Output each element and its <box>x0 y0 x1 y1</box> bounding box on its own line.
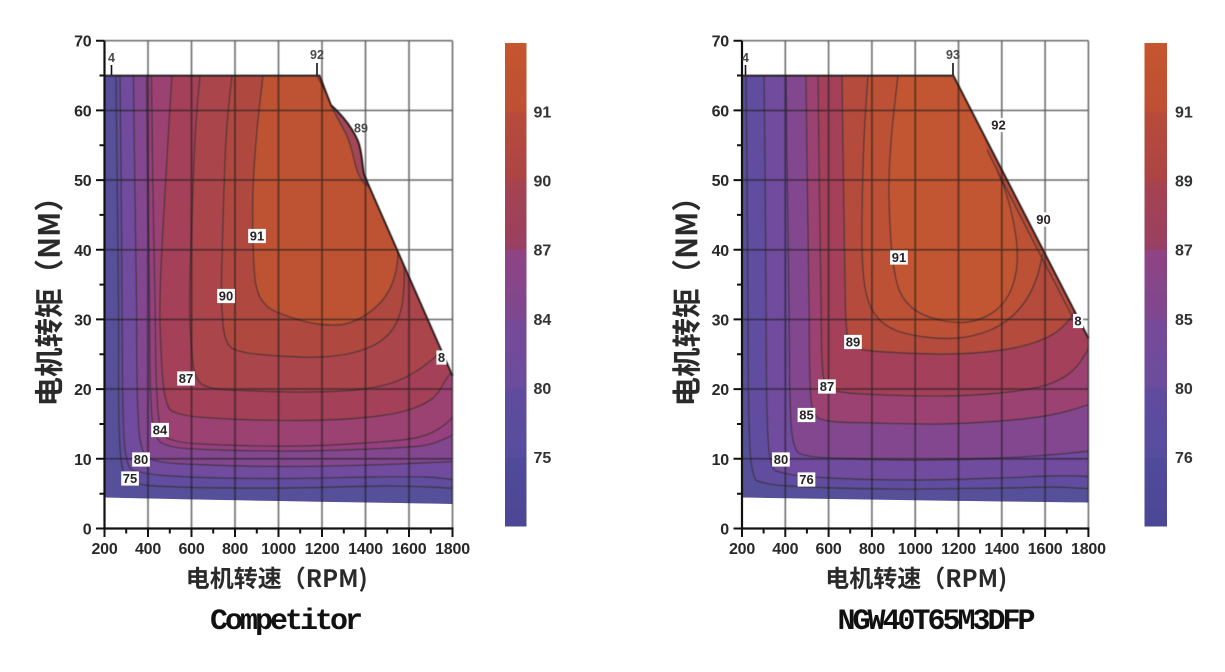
svg-text:1000: 1000 <box>898 541 933 558</box>
svg-text:93: 93 <box>946 48 960 62</box>
svg-text:91: 91 <box>250 229 264 244</box>
svg-text:70: 70 <box>74 34 92 51</box>
svg-text:76: 76 <box>1175 450 1193 467</box>
svg-text:87: 87 <box>534 243 552 260</box>
svg-text:4: 4 <box>742 51 749 65</box>
svg-text:Competitor: Competitor <box>210 605 361 639</box>
svg-text:90: 90 <box>1036 212 1050 227</box>
svg-text:85: 85 <box>799 408 813 423</box>
svg-text:800: 800 <box>222 541 248 558</box>
svg-text:90: 90 <box>219 289 233 304</box>
svg-text:60: 60 <box>712 103 730 120</box>
svg-text:80: 80 <box>1175 381 1193 398</box>
svg-text:20: 20 <box>74 382 92 399</box>
svg-text:80: 80 <box>774 452 788 467</box>
svg-text:80: 80 <box>534 381 552 398</box>
svg-text:92: 92 <box>310 48 324 62</box>
svg-text:70: 70 <box>712 34 730 51</box>
svg-text:90: 90 <box>534 174 552 191</box>
svg-text:0: 0 <box>83 522 92 539</box>
svg-text:40: 40 <box>74 243 92 260</box>
svg-text:84: 84 <box>534 312 552 329</box>
svg-text:1800: 1800 <box>1071 541 1106 558</box>
svg-text:200: 200 <box>91 541 117 558</box>
svg-text:10: 10 <box>74 452 92 469</box>
svg-text:87: 87 <box>179 371 193 386</box>
svg-text:800: 800 <box>859 541 885 558</box>
svg-text:60: 60 <box>74 103 92 120</box>
svg-text:85: 85 <box>1175 312 1193 329</box>
svg-text:1000: 1000 <box>261 541 296 558</box>
svg-text:200: 200 <box>729 541 755 558</box>
svg-text:NGW40T65M3DFP: NGW40T65M3DFP <box>837 605 1034 639</box>
svg-text:4: 4 <box>108 51 115 65</box>
svg-text:76: 76 <box>799 472 813 487</box>
svg-text:8: 8 <box>1074 314 1081 329</box>
svg-text:91: 91 <box>534 105 552 122</box>
svg-text:80: 80 <box>134 452 148 467</box>
svg-text:1600: 1600 <box>1028 541 1063 558</box>
svg-text:89: 89 <box>846 335 860 350</box>
svg-text:50: 50 <box>74 173 92 190</box>
svg-text:10: 10 <box>712 452 730 469</box>
svg-text:75: 75 <box>123 471 137 486</box>
svg-text:87: 87 <box>1175 243 1193 260</box>
svg-text:75: 75 <box>534 450 552 467</box>
svg-text:89: 89 <box>354 122 368 136</box>
svg-text:30: 30 <box>74 312 92 329</box>
svg-text:30: 30 <box>712 312 730 329</box>
svg-text:1800: 1800 <box>435 541 470 558</box>
svg-text:0: 0 <box>720 522 729 539</box>
svg-text:89: 89 <box>1175 174 1193 191</box>
svg-text:87: 87 <box>820 379 834 394</box>
svg-text:8: 8 <box>438 350 445 365</box>
svg-text:1400: 1400 <box>984 541 1019 558</box>
svg-text:1200: 1200 <box>941 541 976 558</box>
svg-text:600: 600 <box>816 541 842 558</box>
svg-text:20: 20 <box>712 382 730 399</box>
svg-text:92: 92 <box>991 118 1005 133</box>
svg-text:50: 50 <box>712 173 730 190</box>
svg-text:91: 91 <box>892 250 906 265</box>
svg-text:400: 400 <box>772 541 798 558</box>
svg-text:1200: 1200 <box>305 541 340 558</box>
svg-text:84: 84 <box>153 423 168 438</box>
svg-text:600: 600 <box>178 541 204 558</box>
svg-text:400: 400 <box>135 541 161 558</box>
svg-text:1600: 1600 <box>392 541 427 558</box>
svg-text:1400: 1400 <box>348 541 383 558</box>
svg-text:91: 91 <box>1175 105 1193 122</box>
svg-text:40: 40 <box>712 243 730 260</box>
